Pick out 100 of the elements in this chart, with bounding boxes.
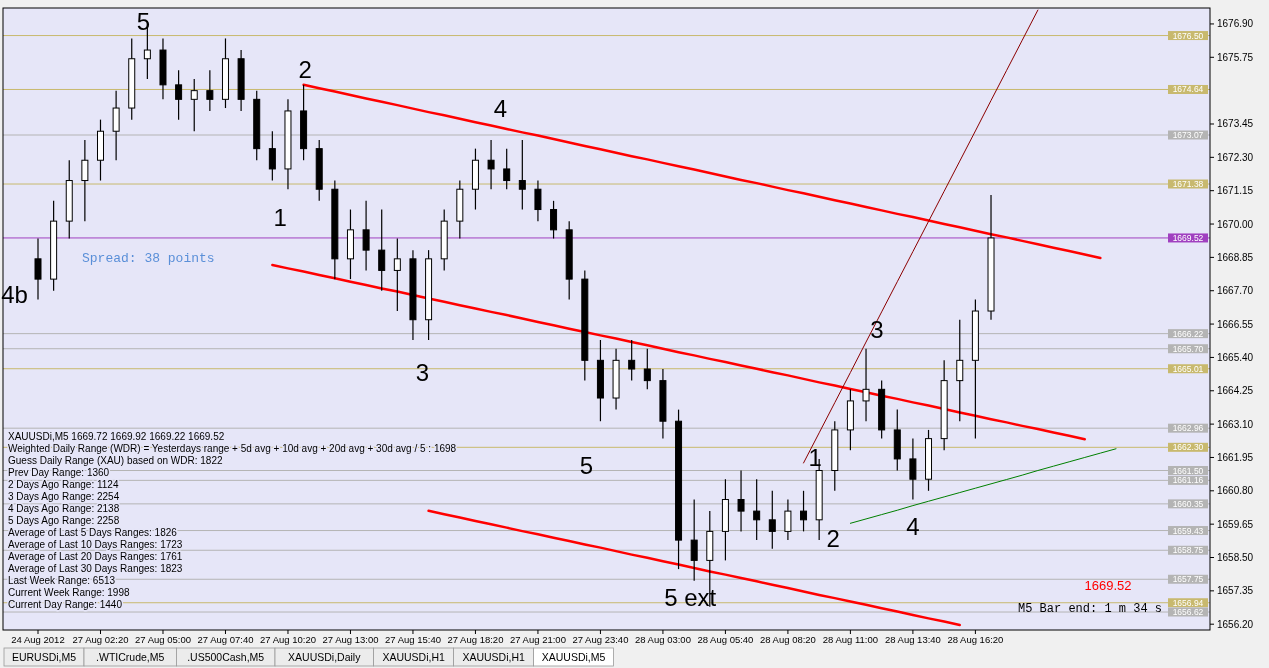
x-tick-label: 27 Aug 13:00 <box>322 634 379 645</box>
x-tick-label: 27 Aug 23:40 <box>572 634 629 645</box>
x-tick-label: 27 Aug 02:20 <box>72 634 129 645</box>
ref-line-label: 1662.30 <box>1172 442 1204 453</box>
y-tick-label: 1665.40 <box>1217 351 1254 363</box>
x-tick-label: 28 Aug 16:20 <box>947 634 1004 645</box>
candlestick <box>81 139 89 222</box>
annotation: M5 Bar end: 1 m 34 s <box>1018 602 1163 616</box>
ref-line-label: 1669.52 <box>1172 232 1204 243</box>
annotation: Last Week Range: 6513 <box>8 575 116 586</box>
y-tick-label: 1661.95 <box>1217 451 1254 463</box>
y-tick-label: 1663.10 <box>1217 418 1254 430</box>
y-tick-label: 1672.30 <box>1217 151 1254 163</box>
candlestick <box>628 339 636 382</box>
annotation: 3 Days Ago Range: 2254 <box>8 491 120 502</box>
ref-line-label: 1671.38 <box>1172 179 1204 190</box>
candlestick <box>518 139 526 211</box>
y-tick-label: 1671.15 <box>1217 185 1254 197</box>
y-tick-label: 1660.80 <box>1217 485 1254 497</box>
candlestick <box>34 237 42 301</box>
candlestick <box>862 348 870 422</box>
annotation: Guess Daily Range (XAU) based on WDR: 1822 <box>8 455 223 466</box>
ref-line-label: 1657.75 <box>1172 574 1204 585</box>
text: XAUUSDi,H1 <box>382 651 445 663</box>
ref-line-label: 1656.94 <box>1172 597 1204 608</box>
ref-line-label: 1665.70 <box>1172 343 1204 354</box>
ref-line-label: 1661.50 <box>1172 465 1204 476</box>
ref-line-label: 1662.96 <box>1172 423 1204 434</box>
ref-line-label: 1673.07 <box>1172 130 1204 141</box>
candlestick <box>768 490 776 550</box>
text: EURUSDi,M5 <box>11 651 77 663</box>
text: .WTICrude,M5 <box>96 651 165 663</box>
y-tick-label: 1656.20 <box>1217 618 1254 630</box>
candlestick <box>737 469 745 533</box>
annotation: Average of Last 30 Days Ranges: 1823 <box>8 563 183 574</box>
candlestick <box>909 438 917 501</box>
y-tick-label: 1676.90 <box>1217 18 1254 30</box>
ref-line-label: 1658.75 <box>1172 545 1204 556</box>
annotation: Current Week Range: 1998 <box>8 587 130 598</box>
y-tick-label: 1670.00 <box>1217 218 1254 230</box>
annotation: 5 <box>136 8 151 36</box>
ref-line-label: 1665.01 <box>1172 363 1204 374</box>
candlestick <box>378 208 386 292</box>
annotation: 4 <box>493 95 508 123</box>
candlestick <box>956 319 964 422</box>
candlestick <box>503 148 511 190</box>
x-tick-label: 28 Aug 08:20 <box>759 634 816 645</box>
annotation: 3 <box>870 315 884 343</box>
ref-line-label: 1660.35 <box>1172 498 1204 509</box>
ref-line-label: 1666.22 <box>1172 328 1204 339</box>
annotation: 4 Days Ago Range: 2138 <box>8 503 120 514</box>
x-tick-label: 28 Aug 13:40 <box>884 634 941 645</box>
annotation: Average of Last 5 Days Ranges: 1826 <box>8 527 178 538</box>
ref-line-label: 1676.50 <box>1172 30 1204 41</box>
candlestick <box>362 200 370 272</box>
ref-line-label: 1661.16 <box>1172 475 1204 486</box>
x-tick-label: 27 Aug 18:20 <box>447 634 504 645</box>
text: .US500Cash,M5 <box>187 651 265 663</box>
line-series <box>427 509 962 627</box>
text: 4b <box>1 280 28 308</box>
candlestick <box>268 130 276 182</box>
ref-line-label: 1656.62 <box>1172 607 1204 618</box>
x-tick-label: 27 Aug 21:00 <box>509 634 566 645</box>
y-tick-label: 1667.70 <box>1217 285 1254 297</box>
candlestick <box>393 237 401 312</box>
annotation: Average of Last 20 Days Ranges: 1761 <box>8 551 183 562</box>
annotation: 2 <box>826 525 840 553</box>
candlestick <box>190 78 198 132</box>
candlestick <box>550 200 558 240</box>
annotation: 1 <box>808 444 822 472</box>
x-tick-label: 28 Aug 11:00 <box>822 634 879 645</box>
annotation: 3 <box>415 359 430 387</box>
ref-line-label: 1659.43 <box>1172 525 1204 536</box>
x-tick-label: 28 Aug 03:00 <box>634 634 691 645</box>
candlestick <box>784 498 792 541</box>
x-tick-label: 27 Aug 10:20 <box>259 634 316 645</box>
annotation: Prev Day Range: 1360 <box>8 467 110 478</box>
candlestick <box>534 179 542 222</box>
candlestick <box>800 490 808 533</box>
x-tick-label: 27 Aug 05:00 <box>134 634 191 645</box>
y-tick-label: 1659.65 <box>1217 518 1254 530</box>
line-series <box>302 83 1102 260</box>
candlestick <box>643 348 651 390</box>
annotation: 5 <box>579 451 594 479</box>
annotation: Current Day Range: 1440 <box>8 599 123 610</box>
annotation: 1 <box>273 204 287 232</box>
y-tick-label: 1668.85 <box>1217 251 1254 263</box>
y-tick-label: 1657.35 <box>1217 585 1254 597</box>
candlestick <box>175 69 183 121</box>
ref-line-label: 1674.64 <box>1172 84 1204 95</box>
y-tick-label: 1666.55 <box>1217 318 1254 330</box>
x-tick-label: 27 Aug 15:40 <box>384 634 441 645</box>
candlestick <box>690 498 698 582</box>
candlestick <box>487 139 495 190</box>
y-tick-label: 1658.50 <box>1217 552 1254 564</box>
x-tick-label: 28 Aug 05:40 <box>697 634 754 645</box>
annotation: Average of Last 10 Days Ranges: 1723 <box>8 539 183 550</box>
candlestick <box>206 69 214 112</box>
annotation: Weighted Daily Range (WDR) = Yesterdays range + 5d avg + 10d avg + 20d avg + 30d avg / 5 : 1698 <box>8 443 457 454</box>
annotation: 2 Days Ago Range: 1124 <box>8 479 119 490</box>
